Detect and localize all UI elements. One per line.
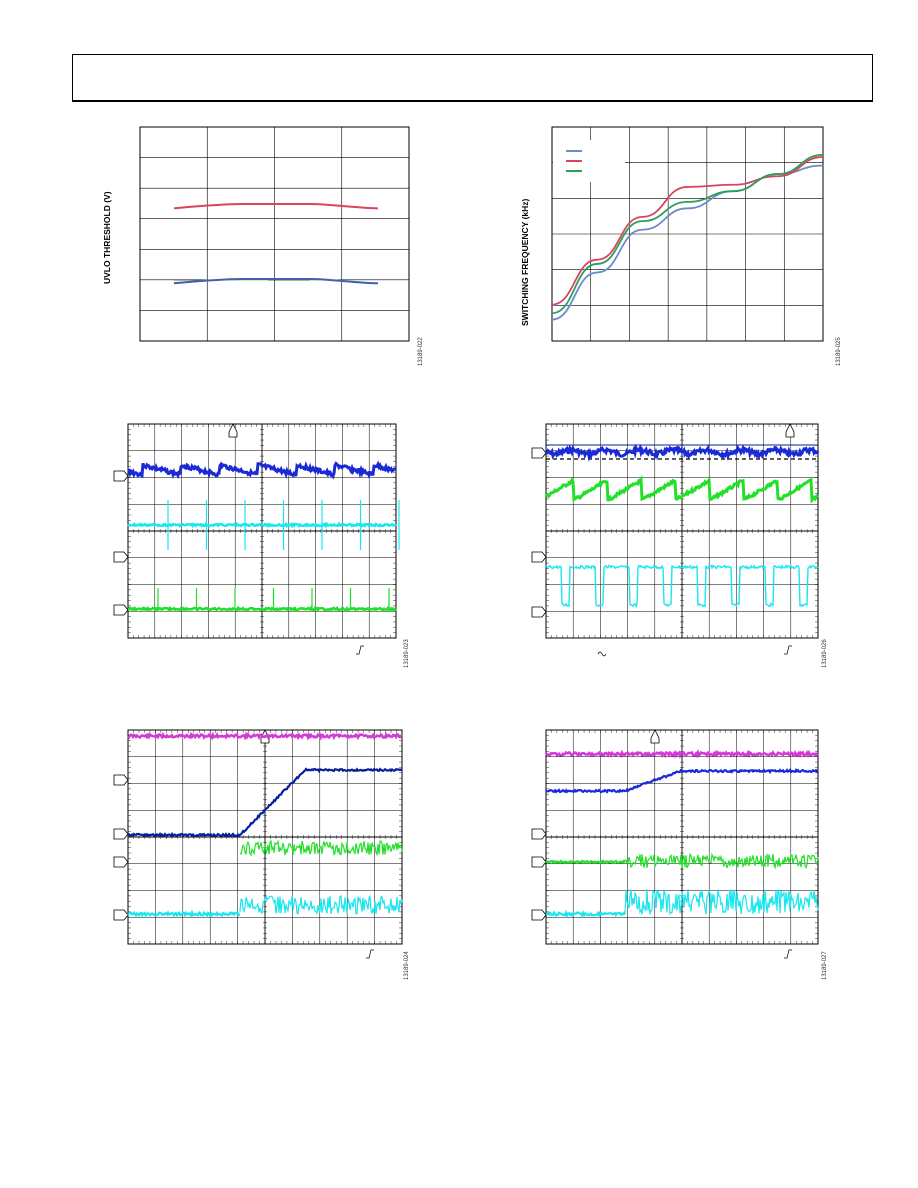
- scope-2-bandwidth-icon: [597, 651, 607, 657]
- scope-1-ch3-trace: [128, 605, 397, 613]
- fsw-legend: [553, 140, 625, 182]
- scope-2-ch3-square: [545, 564, 819, 609]
- scope-1-figure-id: 13189-023: [404, 639, 410, 668]
- scope-4-cyan-trace: [545, 909, 626, 919]
- scope-1-ch2-trace: [127, 521, 397, 529]
- scope-3-ch3-marker: [113, 856, 129, 868]
- scope-4-magenta-trace: [545, 748, 819, 760]
- scope-4-cyan-noise: [624, 888, 819, 915]
- uvlo-series-line-2: [173, 277, 379, 285]
- scope-2-trigger-edge-icon: [784, 645, 792, 655]
- scope-3-blue-ramp: [127, 767, 403, 838]
- uvlo-series-line-1: [173, 203, 379, 210]
- scope-3-ch4-marker: [113, 909, 129, 921]
- scope-3: [113, 730, 403, 959]
- scope-1: [113, 423, 400, 655]
- scope-4-trigger-marker: [650, 729, 660, 744]
- uvlo-series: [173, 203, 379, 285]
- scope-1-trigger-edge-icon: [356, 645, 364, 655]
- scope-2-ch2-marker: [531, 551, 547, 563]
- scope-2-figure-id: 13189-026: [822, 639, 828, 668]
- scope-1-ch1-marker: [113, 470, 129, 482]
- scope-3-ch2-marker: [113, 828, 129, 840]
- scope-3-green-noise: [239, 839, 403, 857]
- scope-4-ch1-marker: [531, 828, 547, 840]
- scope-3-trigger-edge-icon: [366, 949, 374, 959]
- scope-1-trigger-marker: [228, 423, 238, 438]
- scope-2-ch1-trace: [545, 443, 820, 463]
- scope-4-blue-step: [545, 768, 819, 794]
- scope-3-ch1-marker: [113, 774, 129, 786]
- scope-4-ch3-marker: [531, 909, 547, 921]
- scope-4-ch2-marker: [531, 856, 547, 868]
- scope-1-ch2-marker: [113, 551, 129, 563]
- scope-2-ch3-marker: [531, 606, 547, 618]
- scope-1-ch3-marker: [113, 604, 129, 616]
- scope-3-cyan-trace: [127, 909, 240, 918]
- fsw-legend-box: [553, 140, 625, 182]
- scope-4-figure-id: 13189-027: [822, 951, 828, 980]
- scope-2-ch2-sawtooth: [544, 474, 819, 504]
- scope-3-magenta-trace: [127, 731, 403, 741]
- scope-2-trigger-marker: [785, 423, 795, 438]
- fsw-series: [551, 153, 824, 321]
- scope-4-green-noise: [625, 852, 819, 870]
- scope-4-green-trace: [545, 859, 626, 865]
- page-header-box: [72, 54, 873, 102]
- scope-2-ch1-marker: [531, 447, 547, 459]
- scope-4: [531, 729, 819, 959]
- fsw-series-line-3: [551, 153, 824, 315]
- fsw-series-line-2: [551, 156, 824, 306]
- scope-3-cyan-noise: [239, 894, 403, 916]
- scope-4-trigger-edge-icon: [784, 949, 792, 959]
- scope-1-ch1-sawtooth: [127, 460, 397, 480]
- scope-2: [531, 423, 820, 657]
- scope-3-figure-id: 13189-024: [404, 951, 410, 980]
